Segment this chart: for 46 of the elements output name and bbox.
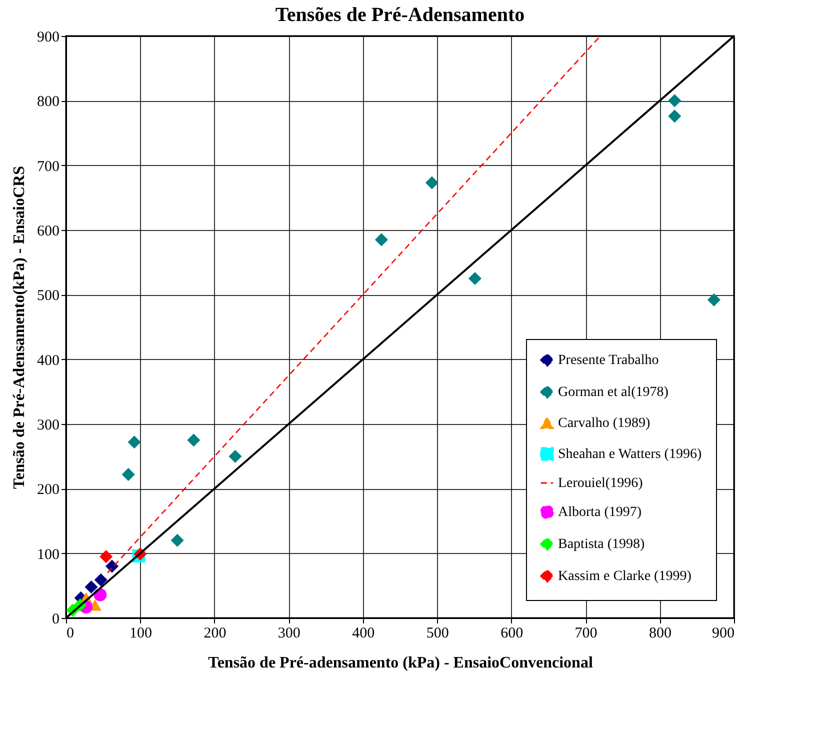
point (707, 293, 720, 306)
x-axis-title: Tensão de Pré-adensamento (kPa) - EnsaioConvencional (208, 654, 594, 672)
y-tick-label: 400 (37, 352, 60, 369)
point (468, 272, 482, 286)
point (106, 560, 119, 573)
point (668, 94, 682, 108)
legend-label: Sheahan e Watters (1996) (558, 447, 702, 462)
point (84, 580, 98, 594)
y-tick-label: 900 (37, 30, 60, 46)
x-tick-label: 900 (712, 626, 734, 642)
legend-label: Lerouiel(1996) (558, 476, 644, 491)
y-tick-label: 200 (37, 482, 60, 498)
point (122, 468, 135, 481)
x-tick-label: 800 (649, 626, 672, 642)
y-axis-title: Tensão de Pré-Adensamento(kPa) - EnsaioCRS (11, 166, 28, 489)
y-tick-label: 700 (37, 158, 60, 175)
x-tick-label: 400 (352, 626, 375, 642)
legend-label: Kassim e Clarke (1999) (558, 569, 692, 584)
y-tick-label: 300 (37, 418, 60, 434)
x-tick-label: 600 (500, 626, 524, 642)
y-tick-label: 600 (37, 224, 60, 240)
y-tick-label: 500 (37, 288, 60, 304)
legend-label: Presente Trabalho (558, 353, 659, 368)
x-tick-label: 700 (574, 626, 598, 642)
point (100, 550, 113, 564)
legend-label: Carvalho (1989) (558, 416, 650, 431)
x-tick-label: 0 (66, 626, 74, 642)
point (668, 110, 682, 123)
x-tick-label: 200 (204, 626, 226, 642)
point (187, 434, 200, 447)
legend-label: Gorman et al(1978) (558, 385, 669, 400)
chart-title: Tensões de Pré-Adensamento (275, 4, 525, 26)
point (425, 176, 438, 190)
point (228, 450, 242, 463)
y-tick-label: 800 (37, 94, 60, 110)
y-tick-label: 100 (37, 546, 60, 563)
y-tick-label: 0 (52, 612, 60, 628)
x-tick-label: 500 (426, 626, 449, 642)
point (170, 534, 184, 547)
legend-label: Alborta (1997) (558, 505, 642, 520)
point (374, 233, 388, 246)
x-tick-label: 300 (278, 626, 300, 642)
point (94, 573, 108, 586)
legend-label: Baptista (1998) (558, 537, 646, 552)
point (128, 436, 141, 449)
x-tick-label: 100 (129, 626, 152, 642)
